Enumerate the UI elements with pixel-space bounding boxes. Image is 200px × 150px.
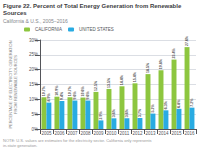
svg-text:10.6%: 10.6% [81,86,85,97]
svg-text:UNITED STATES: UNITED STATES [79,27,114,32]
svg-text:3.6%: 3.6% [125,108,129,117]
svg-text:9.6%: 9.6% [86,91,90,100]
svg-text:3.6%: 3.6% [112,108,116,117]
svg-text:PERCENTAGE OF ELECTRICITY GENE: PERCENTAGE OF ELECTRICITY GENERATION [8,40,13,129]
svg-text:25%: 25% [29,52,38,57]
svg-text:20%: 20% [29,67,38,72]
svg-text:Figure 22. Percent of Total En: Figure 22. Percent of Total Energy Gener… [3,3,183,9]
svg-text:14.4%: 14.4% [120,74,124,85]
svg-text:10.7%: 10.7% [42,85,46,96]
svg-text:FROM RENEWABLE SOURCES: FROM RENEWABLE SOURCES [13,55,18,114]
svg-text:23.4%: 23.4% [172,48,176,59]
svg-text:5.2%: 5.2% [151,104,155,113]
svg-text:2015: 2015 [171,131,182,136]
svg-text:10.7%: 10.7% [68,85,72,96]
svg-text:9.6%: 9.6% [73,91,77,100]
svg-text:10%: 10% [29,97,38,102]
svg-text:NOTE: U.S. values are estimate: NOTE: U.S. values are estimates for the … [3,138,153,143]
svg-text:13.5%: 13.5% [107,77,111,88]
svg-text:10.9%: 10.9% [55,85,59,96]
svg-text:7.2%: 7.2% [190,98,194,107]
svg-text:2013: 2013 [145,131,156,136]
svg-text:California & U.S., 2005–2016: California & U.S., 2005–2016 [3,18,68,24]
svg-text:2005: 2005 [41,131,52,136]
svg-text:8.9%: 8.9% [47,93,51,102]
svg-text:2011: 2011 [120,131,130,136]
svg-text:0%: 0% [31,127,38,132]
svg-text:3.7%: 3.7% [138,108,142,117]
svg-text:2006: 2006 [54,131,65,136]
svg-text:2014: 2014 [158,131,169,136]
svg-text:2008: 2008 [80,131,91,136]
svg-text:2010: 2010 [106,131,117,136]
svg-text:in-state generation.: in-state generation. [3,143,37,148]
svg-text:15.4%: 15.4% [133,71,137,82]
svg-text:Sources: Sources [3,10,27,16]
svg-text:2007: 2007 [67,131,78,136]
svg-text:15%: 15% [29,82,38,87]
svg-text:2012: 2012 [132,131,143,136]
svg-text:2.9%: 2.9% [99,110,103,119]
svg-text:6.8%: 6.8% [177,99,181,108]
svg-text:9.4%: 9.4% [60,91,64,100]
svg-text:27.6%: 27.6% [185,35,189,46]
svg-text:18.5%: 18.5% [146,62,150,73]
svg-text:CALIFORNIA: CALIFORNIA [35,27,62,32]
svg-text:2016: 2016 [184,131,195,136]
svg-text:5%: 5% [31,112,38,117]
svg-text:2009: 2009 [93,131,104,136]
svg-text:30%: 30% [29,38,38,43]
svg-text:19.8%: 19.8% [159,58,163,69]
svg-text:12.5%: 12.5% [94,80,98,91]
svg-text:6.3%: 6.3% [164,100,168,109]
